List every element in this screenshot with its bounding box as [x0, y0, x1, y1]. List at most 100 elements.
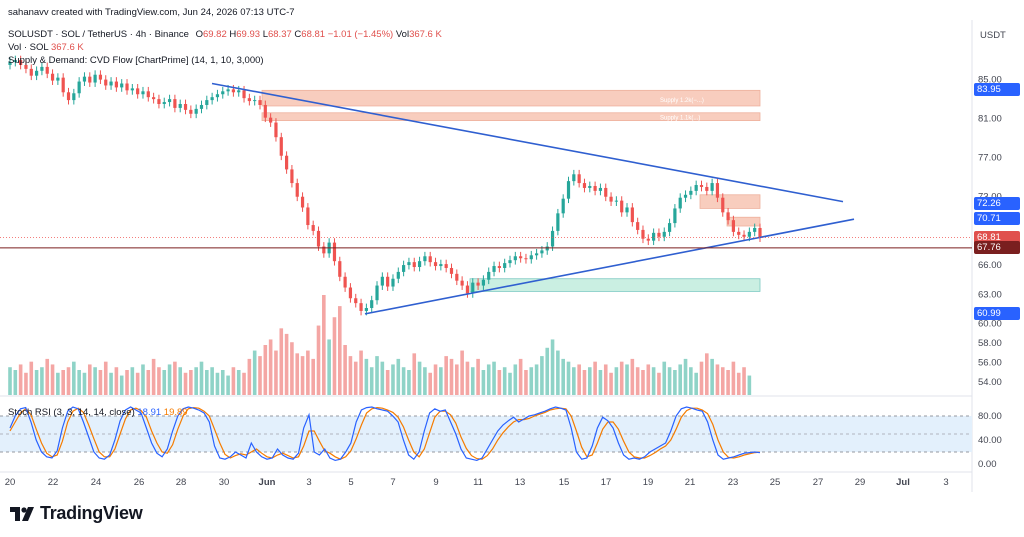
candle-body — [274, 122, 278, 138]
volume-bar — [258, 356, 262, 395]
candle-body — [98, 74, 103, 80]
volume-bar — [662, 361, 667, 395]
time-axis[interactable]: 20 22 24 26 28 30 Jun 3 5 7 9 11 13 15 17 19 21 23 25 27 29 J… — [5, 477, 949, 488]
volume-bar — [369, 367, 374, 395]
volume-bar — [635, 367, 640, 395]
candle-body — [178, 104, 182, 108]
volume-bar — [93, 367, 97, 395]
candle-body — [652, 232, 656, 241]
stoch-legend[interactable]: Stoch RSI (3, 3, 14, 14, close) 18.91 19… — [8, 407, 188, 418]
volume-bar — [311, 358, 315, 395]
volume-bar — [103, 361, 108, 395]
volume-bar — [295, 353, 300, 395]
candle-body — [673, 208, 677, 224]
volume-bar — [524, 370, 528, 395]
time-tick-label: 5 — [348, 477, 353, 488]
volume-bar — [45, 358, 50, 395]
volume-bar — [290, 342, 294, 395]
candle-body — [199, 104, 204, 109]
volume-bar — [689, 367, 693, 395]
time-tick-label: 30 — [219, 477, 230, 488]
candle-body — [247, 98, 251, 102]
volume-bar — [199, 361, 204, 395]
candle-body — [561, 198, 565, 214]
candle-body — [428, 256, 432, 263]
volume-bar — [98, 370, 103, 395]
time-tick-label: 20 — [5, 477, 16, 488]
volume-bar — [736, 372, 741, 395]
supply-zone — [261, 112, 761, 121]
time-tick-label: 7 — [390, 477, 395, 488]
candle-body — [290, 169, 294, 184]
candle-body — [114, 81, 118, 88]
volume-bar — [178, 367, 183, 395]
volume-bar — [603, 364, 608, 395]
volume-bar — [587, 367, 592, 395]
candle-body — [678, 197, 682, 209]
time-tick-label: 11 — [473, 477, 483, 488]
candle-body — [758, 227, 762, 238]
candle-body — [705, 186, 709, 191]
supply-zone — [726, 216, 761, 227]
candle-body — [566, 181, 571, 199]
time-tick-label: 17 — [601, 477, 612, 488]
volume-bar — [380, 361, 385, 395]
candle-body — [284, 155, 289, 170]
volume-bar — [322, 295, 326, 395]
volume-bar — [577, 364, 581, 395]
indicator-legend[interactable]: Supply & Demand: CVD Flow [ChartPrime] (… — [8, 55, 264, 66]
volume-bar — [625, 364, 629, 395]
volume-bar — [572, 367, 576, 395]
time-tick-label: 21 — [685, 477, 696, 488]
candle-body — [455, 273, 459, 281]
price-tick-label: 85.00 — [978, 75, 1002, 86]
candle-body — [141, 91, 145, 95]
candle-body — [311, 225, 315, 231]
candle-body — [407, 262, 411, 266]
candle-body — [125, 83, 129, 91]
candle-body — [396, 271, 400, 279]
price-badge: 70.71 — [974, 212, 1020, 226]
volume-bar — [353, 361, 358, 395]
volume-legend[interactable]: Vol · SOL 367.6 K — [8, 42, 84, 53]
volume-bar — [476, 358, 480, 395]
symbol-title[interactable]: SOLUSDT · SOL / TetherUS · 4h · Binance — [8, 29, 189, 40]
volume-bar — [726, 370, 730, 395]
candle-body — [194, 108, 198, 114]
candle-body — [215, 94, 220, 98]
candle-body — [386, 276, 390, 287]
price-tick-label: 66.00 — [978, 260, 1002, 271]
volume-bar — [694, 372, 698, 395]
time-tick-label: Jul — [896, 477, 910, 488]
candle-body — [120, 83, 124, 88]
time-tick-label: 22 — [48, 477, 59, 488]
candle-body — [61, 77, 65, 93]
candle-body — [237, 90, 241, 93]
volume-bar — [630, 358, 635, 395]
volume-bar — [29, 361, 34, 395]
time-tick-label: 19 — [643, 477, 654, 488]
volume-bar — [513, 364, 518, 395]
ohlc-values: O69.82 H69.93 L68.37 C68.81 −1.01 (−1.45… — [195, 29, 442, 40]
candle-body — [715, 183, 720, 198]
price-badge: 68.81 — [974, 230, 1020, 244]
volume-bar — [449, 358, 454, 395]
candle-body — [242, 90, 246, 99]
volume-bar — [619, 361, 624, 395]
volume-bar — [194, 367, 198, 395]
volume-bar — [343, 345, 347, 395]
candle-body — [221, 91, 225, 95]
price-axis[interactable]: 85.0081.0077.0073.0066.0063.0060.0058.00… — [978, 75, 1002, 470]
time-tick-label: 29 — [855, 477, 866, 488]
price-badge: 72.26 — [974, 196, 1020, 210]
volume-bar — [641, 370, 645, 395]
volume-bar — [497, 370, 502, 395]
candle-body — [513, 256, 517, 261]
lines-layer — [0, 82, 972, 315]
time-tick-label: 3 — [306, 477, 311, 488]
volume-bar — [651, 367, 656, 395]
candle-body — [497, 266, 501, 268]
candle-body — [109, 81, 113, 86]
candle-body — [460, 280, 464, 286]
